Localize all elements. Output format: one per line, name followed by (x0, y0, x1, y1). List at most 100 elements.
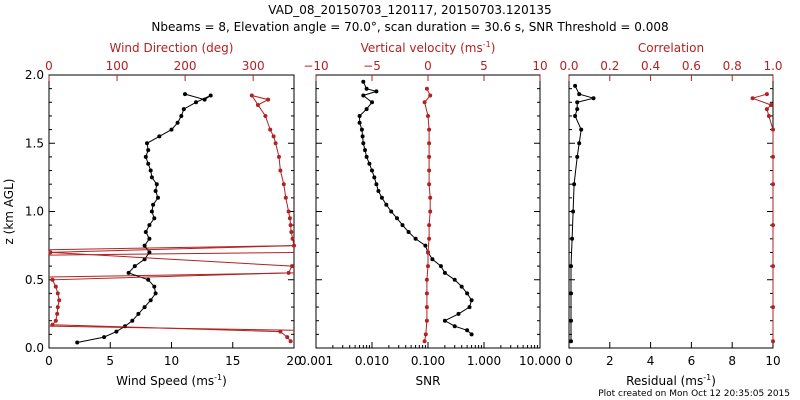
residual-x-tick-label: 2 (606, 354, 614, 368)
snr-snr-point (465, 291, 470, 296)
y-tick-label: 0.0 (25, 341, 44, 355)
residual-top-tick-label: 0.2 (600, 59, 619, 73)
snr-snr-point (384, 202, 389, 207)
residual-residual-point (577, 141, 582, 146)
residual-top-tick-label: 1.0 (763, 59, 782, 73)
snr-snr-point (360, 134, 365, 139)
wind-wind-direction-point (273, 141, 278, 146)
wind-wind-direction-point (286, 209, 291, 214)
snr-vertical-velocity-point (428, 195, 433, 200)
residual-residual-point (573, 114, 578, 118)
wind-wind-speed-point (75, 340, 80, 345)
wind-wind-speed-point (102, 335, 107, 340)
y-tick-label: 1.5 (25, 136, 44, 150)
wind-x-tick-label: 0 (45, 354, 53, 368)
wind-wind-speed-point (208, 93, 213, 98)
wind-wind-speed-point (146, 161, 151, 166)
wind-wind-speed-point (132, 264, 137, 269)
wind-wind-speed-point (123, 324, 127, 329)
residual-residual-point (579, 127, 584, 132)
wind-wind-direction-point (288, 223, 293, 228)
wind-top-tick-label: 200 (174, 59, 197, 73)
residual-top-tick-label: 0.0 (559, 59, 578, 73)
residual-correlation-point (750, 96, 755, 101)
wind-wind-speed-point (183, 92, 187, 97)
snr-x-tick-label: 0.001 (299, 354, 333, 368)
wind-wind-direction-point (50, 322, 55, 327)
snr-snr-point (363, 148, 367, 153)
snr-vertical-velocity-point (427, 168, 432, 173)
wind-wind-direction-point (268, 127, 273, 132)
residual-residual-point (571, 209, 576, 214)
snr-vertical-velocity-point (427, 154, 432, 159)
wind-wind-direction-point (283, 195, 288, 200)
residual-correlation-point (771, 182, 775, 187)
y-axis-label: z (km AGL) (2, 179, 16, 245)
snr-snr-point (459, 284, 464, 289)
residual-correlation-point (771, 154, 775, 159)
wind-wind-speed-point (143, 154, 148, 159)
snr-snr-point (400, 223, 405, 228)
snr-snr-point (357, 114, 362, 118)
wind-wind-speed-point (194, 100, 198, 105)
snr-vertical-velocity-point (423, 332, 428, 337)
wind-x-axis-label: Wind Speed (ms-1) (116, 373, 227, 388)
residual-correlation-point (771, 223, 775, 228)
wind-wind-direction-point (278, 329, 283, 334)
wind-wind-direction-point (55, 305, 60, 310)
snr-snr-point (452, 277, 457, 282)
snr-snr-point (395, 216, 399, 221)
snr-vertical-velocity-point (422, 100, 427, 105)
residual-top-tick-label: 0.8 (723, 59, 742, 73)
wind-wind-speed-point (152, 216, 157, 221)
residual-top-axis-label-text: Correlation (638, 41, 704, 55)
snr-top-tick-label: 0 (424, 59, 432, 73)
wind-x-tick-label: 5 (106, 354, 114, 368)
wind-x-tick-label: 15 (225, 354, 240, 368)
residual-correlation-point (764, 92, 769, 97)
wind-wind-speed-point (153, 291, 158, 296)
wind-x-tick-label: 10 (164, 354, 179, 368)
wind-wind-speed-point (142, 257, 147, 262)
snr-vertical-velocity-point (428, 209, 433, 214)
wind-wind-speed-point (175, 120, 180, 125)
residual-residual-point (570, 236, 575, 241)
wind-wind-direction-point (53, 318, 58, 323)
snr-snr-point (370, 168, 374, 173)
wind-wind-direction-point (290, 264, 294, 269)
wind-wind-speed-point (142, 305, 147, 310)
snr-snr-point (370, 100, 374, 105)
residual-residual-point (569, 291, 573, 296)
snr-vertical-velocity-point (424, 86, 429, 91)
wind-wind-speed-point (152, 284, 157, 289)
residual-residual-point (569, 264, 573, 269)
y-tick-label: 0.5 (25, 273, 44, 287)
snr-top-axis-label-superscript: -1 (483, 40, 491, 49)
residual-top-tick-label: 0.4 (641, 59, 660, 73)
wind-wind-speed-point (149, 209, 154, 214)
residual-correlation-point (771, 127, 775, 132)
wind-wind-speed-point (114, 329, 119, 334)
wind-wind-direction-point (278, 168, 283, 173)
wind-wind-direction-point (277, 154, 281, 159)
wind-wind-direction-point (292, 243, 296, 248)
residual-residual-point (573, 83, 578, 88)
snr-snr-point (452, 324, 457, 329)
wind-wind-direction-point (281, 182, 286, 187)
wind-wind-direction-point (287, 216, 292, 221)
wind-wind-direction-point (255, 103, 260, 107)
snr-snr-point (442, 270, 447, 275)
snr-snr-point (364, 86, 369, 91)
snr-snr-point (374, 89, 379, 94)
residual-correlation-point (771, 264, 775, 269)
footer-timestamp: Plot created on Mon Oct 12 20:35:05 2015 (598, 389, 790, 399)
wind-wind-direction-point (286, 270, 291, 275)
wind-wind-speed-point (151, 202, 156, 207)
residual-correlation-point (766, 114, 771, 118)
wind-x-axis-label-superscript: -1 (214, 373, 222, 382)
snr-vertical-velocity-point (426, 114, 430, 118)
snr-snr-point (357, 120, 362, 125)
panel-residual-frame (568, 74, 774, 349)
snr-vertical-velocity-point (422, 339, 427, 344)
wind-top-axis-label: Wind Direction (deg) (110, 41, 234, 55)
